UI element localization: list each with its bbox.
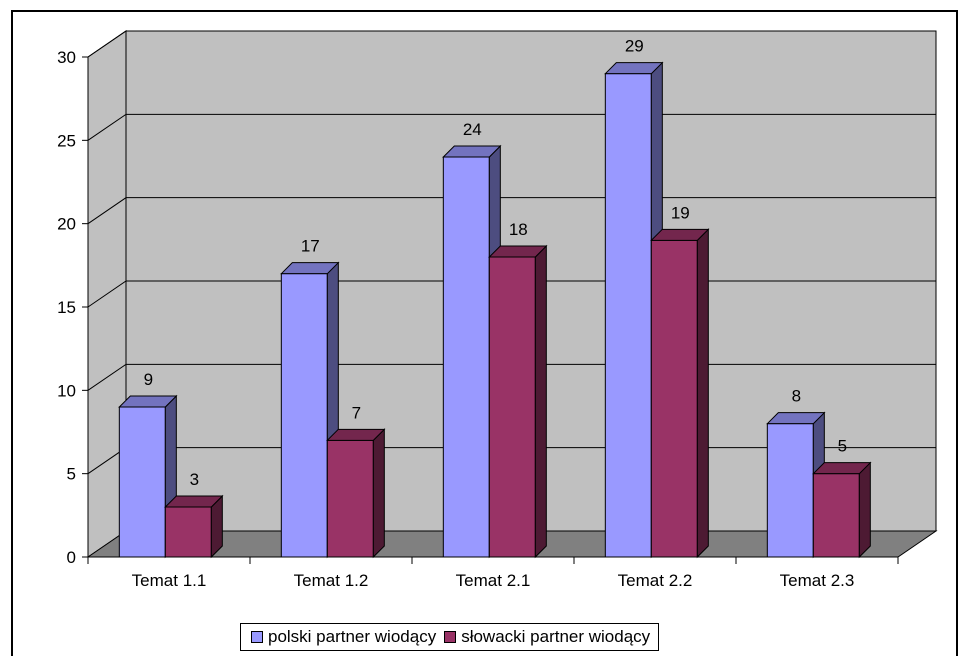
bar-top — [812, 462, 872, 475]
bar-front — [280, 273, 328, 558]
data-label: 17 — [301, 237, 320, 256]
data-label: 5 — [838, 437, 847, 456]
bar-top — [326, 428, 386, 441]
bar-front — [164, 506, 212, 558]
x-tick-label: Temat 2.3 — [780, 571, 855, 590]
bar-side — [372, 428, 385, 559]
y-tick-label: 20 — [57, 215, 76, 234]
bar-front — [118, 406, 166, 558]
legend-swatch-slowacki — [444, 631, 457, 643]
bar-front — [326, 439, 374, 558]
gridline — [87, 113, 936, 141]
bar-front — [442, 156, 490, 558]
x-tick-label: Temat 1.1 — [132, 571, 207, 590]
bar-top — [766, 412, 826, 425]
bar-front — [604, 73, 652, 558]
bar-top — [118, 395, 178, 408]
legend-item-slowacki: słowacki partner wiodący — [444, 627, 650, 647]
data-label: 3 — [190, 470, 199, 489]
x-tick-label: Temat 2.2 — [618, 571, 693, 590]
bar-front — [812, 473, 860, 558]
y-tick-label: 15 — [57, 298, 76, 317]
data-label: 24 — [463, 120, 482, 139]
data-label: 8 — [792, 387, 801, 406]
data-label: 9 — [144, 370, 153, 389]
y-tick-label: 0 — [67, 548, 76, 567]
bar-top — [650, 228, 710, 241]
bar-top — [280, 262, 340, 275]
data-label: 7 — [352, 403, 361, 422]
legend-item-polski: polski partner wiodący — [251, 627, 436, 647]
x-tick-label: Temat 2.1 — [456, 571, 531, 590]
bar-top — [442, 145, 502, 158]
legend-label-slowacki: słowacki partner wiodący — [461, 627, 651, 646]
x-tick-label: Temat 1.2 — [294, 571, 369, 590]
bar-front — [766, 423, 814, 558]
bar-top — [164, 495, 224, 508]
y-tick-label: 25 — [57, 131, 76, 150]
legend: polski partner wiodący słowacki partner … — [240, 623, 660, 651]
bar-side — [534, 244, 547, 559]
data-label: 18 — [509, 220, 528, 239]
legend-swatch-polski — [251, 631, 263, 643]
gridline — [87, 197, 936, 225]
gridline — [87, 30, 936, 58]
bar-top — [488, 245, 548, 258]
bar-side — [696, 228, 709, 559]
bar-front — [488, 256, 536, 558]
bar-side — [858, 461, 871, 559]
bar-front — [650, 239, 698, 558]
data-label: 29 — [625, 37, 644, 56]
y-tick-label: 10 — [57, 381, 76, 400]
y-tick-label: 30 — [57, 48, 76, 67]
bar-top — [604, 62, 664, 75]
y-tick-label: 5 — [67, 465, 76, 484]
data-label: 19 — [671, 203, 690, 222]
legend-label-polski: polski partner wiodący — [268, 627, 437, 646]
